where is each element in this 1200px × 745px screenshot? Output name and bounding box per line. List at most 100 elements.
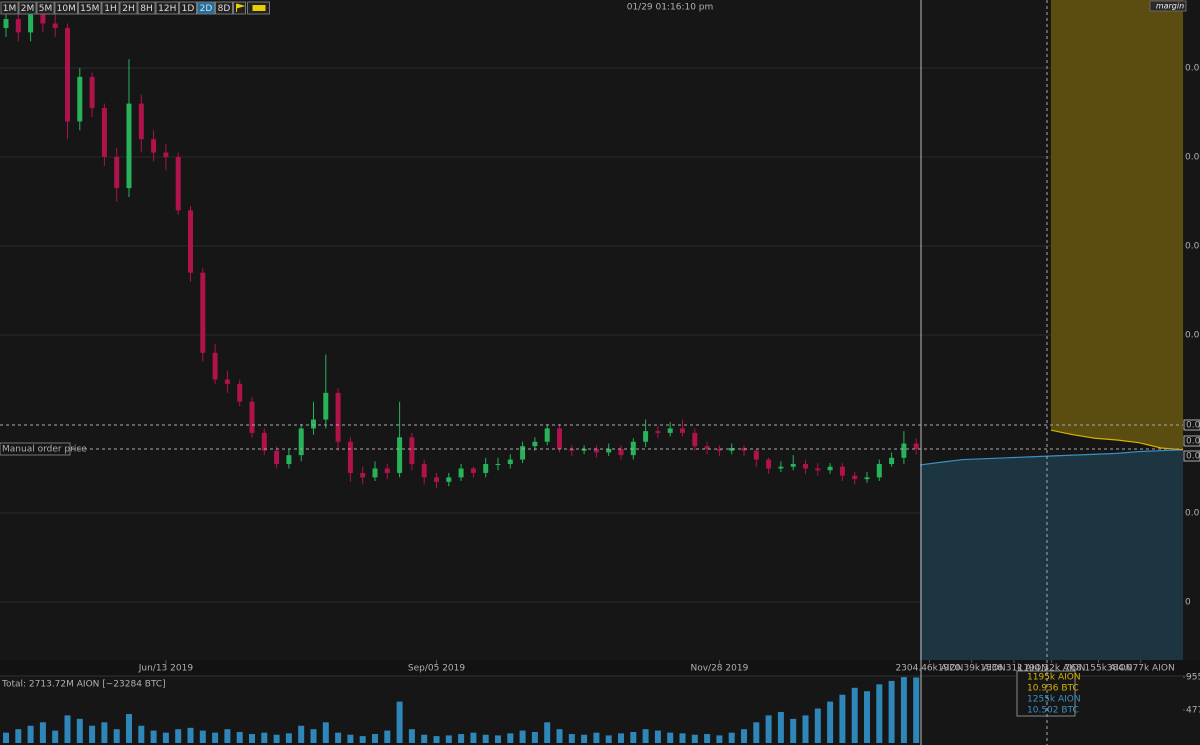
timeframe-label[interactable]: 12H [158, 4, 176, 14]
volume-bar [519, 730, 526, 743]
volume-bar [89, 725, 96, 743]
volume-bar [876, 684, 883, 743]
timeframe-label[interactable]: 2H [122, 4, 135, 14]
candle-body [778, 466, 784, 469]
timeframe-button[interactable] [54, 1, 78, 15]
volume-bar [445, 735, 452, 743]
candle-body [803, 464, 808, 469]
candle-body [532, 441, 538, 447]
candle-body [864, 477, 870, 480]
candle-body [729, 448, 735, 451]
candle-body [323, 392, 329, 420]
candle-body [446, 477, 452, 482]
flag-button[interactable] [233, 1, 246, 15]
candle-body [52, 23, 58, 28]
candle-body [138, 103, 144, 140]
margin-button[interactable] [1149, 0, 1187, 12]
volume-bar [199, 730, 206, 743]
volume-bar [113, 729, 120, 743]
timeframe-button[interactable] [119, 1, 138, 15]
volume-bar [347, 734, 354, 743]
y-tick-label: 0.00 [1185, 508, 1200, 518]
depth-tick-label: 1536.31k AION [980, 664, 1048, 674]
ask-line [1050, 429, 1184, 451]
toggle-icon [252, 5, 266, 11]
candle-body [347, 441, 353, 473]
timeframe-button[interactable] [101, 1, 120, 15]
volume-bar [851, 687, 858, 743]
volume-bar [864, 691, 870, 743]
volume-bar [249, 734, 255, 743]
candle-body [335, 392, 341, 442]
margin-label[interactable]: margin [1156, 2, 1184, 11]
timeframe-label[interactable]: 2M [21, 4, 35, 14]
timeframe-button[interactable] [215, 1, 233, 15]
volume-bar [126, 714, 132, 743]
volume-bar [568, 734, 575, 743]
volume-bar [298, 725, 305, 743]
timeframe-button[interactable] [0, 1, 19, 15]
timeframe-button[interactable] [179, 1, 197, 15]
timeframe-button[interactable] [36, 1, 55, 15]
price-tag [1183, 435, 1200, 447]
candle-body [569, 448, 575, 451]
volume-bar [630, 731, 637, 743]
timeframe-label[interactable]: 15M [80, 4, 99, 14]
candle-body [483, 464, 489, 473]
ask-area [1050, 0, 1183, 450]
timeframe-label[interactable]: 8D [218, 4, 231, 14]
volume-bar [728, 732, 735, 743]
price-tag-label: 0.0 [1186, 452, 1200, 462]
timeframe-button[interactable] [155, 1, 179, 15]
candle-body [421, 464, 427, 478]
tooltip-box [1016, 670, 1076, 717]
candle-body [89, 76, 95, 109]
candle-body [286, 455, 292, 465]
depth-tick-label: 384.077k AION [1107, 664, 1175, 674]
volume-bar [704, 734, 711, 743]
candle-body [766, 459, 772, 469]
volume-bar [470, 732, 477, 743]
tooltip-line: 10.936 BTC [1027, 684, 1079, 694]
candle-body [667, 428, 673, 433]
depth-tick-label: 1920.39k AION [938, 664, 1006, 674]
timeframe-label[interactable]: 1M [3, 4, 17, 14]
candle-body [692, 432, 698, 447]
timeframe-label[interactable]: 10M [57, 4, 76, 14]
volume-bar [716, 735, 723, 743]
timeframe-label[interactable]: 1D [182, 4, 195, 14]
timeframe-label[interactable]: 2D [200, 4, 213, 14]
y-tick-label: 0.00 [1185, 241, 1200, 251]
flag-icon [236, 3, 246, 12]
candle-body [557, 428, 562, 449]
volume-bar [39, 722, 46, 743]
timeframe-button[interactable] [78, 1, 102, 15]
volume-bar [581, 734, 588, 743]
volume-bar [285, 733, 292, 743]
volume-bar [3, 732, 9, 743]
timeframe-label[interactable]: 5M [39, 4, 53, 14]
candle-body [593, 448, 599, 453]
timeframe-label[interactable]: 8H [140, 4, 153, 14]
candle-body [470, 468, 476, 473]
volume-bar [458, 734, 465, 743]
timeframe-button[interactable] [137, 1, 156, 15]
volume-bar [642, 729, 649, 743]
volume-bar [777, 711, 784, 743]
volume-tick-label: 477 [1186, 706, 1200, 716]
y-tick-label: 0 [1185, 597, 1191, 607]
timeframe-button[interactable] [18, 1, 37, 15]
candle-body [606, 448, 612, 453]
timeframe-button[interactable] [197, 1, 215, 15]
volume-bar [495, 735, 501, 743]
volume-bar [556, 729, 563, 743]
volume-total: Total: 2713.72M AION [~23284 BTC] [1, 680, 166, 690]
candle-body [101, 108, 107, 157]
depth-tick-label: 768.155k AION [1065, 664, 1133, 674]
volume-bar [593, 732, 600, 743]
volume-bar [741, 729, 747, 743]
candle-body [815, 468, 821, 471]
candle-body [889, 457, 895, 465]
volume-bar [261, 732, 268, 743]
timeframe-label[interactable]: 1H [104, 4, 117, 14]
